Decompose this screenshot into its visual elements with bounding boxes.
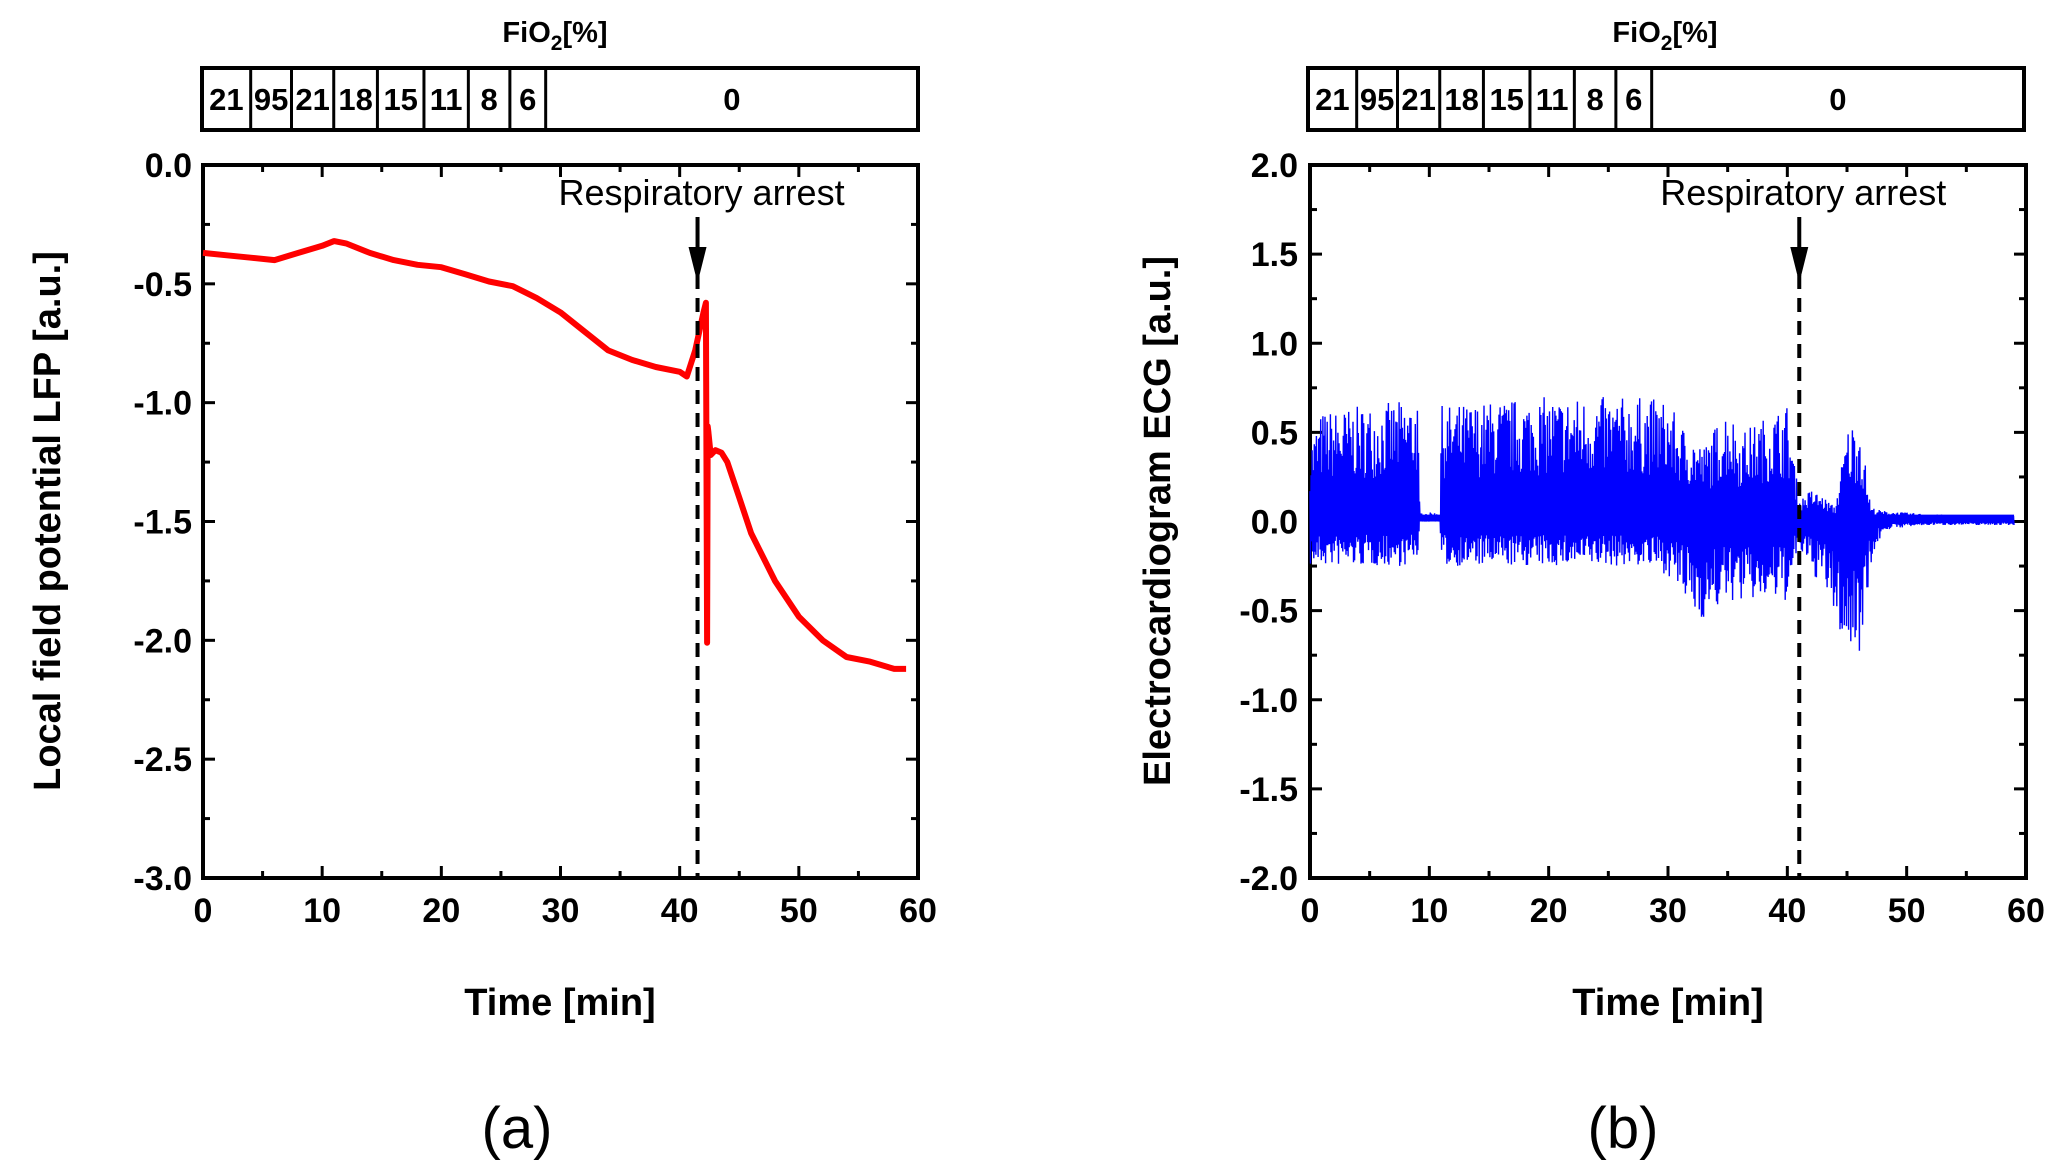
axis-ticks-a bbox=[201, 163, 920, 880]
x-tick-label: 20 bbox=[422, 892, 460, 930]
x-tick-label: 30 bbox=[542, 892, 580, 930]
y-tick-label: 1.5 bbox=[1251, 236, 1298, 274]
panel-caption-a: (a) bbox=[482, 1096, 553, 1161]
fio2-segment-label: 8 bbox=[1586, 82, 1603, 117]
y-axis-label-a: Local field potential LFP [a.u.] bbox=[27, 251, 69, 791]
fio2-segment-label: 95 bbox=[1360, 82, 1394, 117]
arrest-arrow-head bbox=[688, 247, 707, 283]
fio2-segment-label: 21 bbox=[1401, 82, 1435, 117]
fio2-segments-a: 21 95 21 18 15 11 8 6 0 bbox=[209, 68, 740, 130]
fio2-segment-label: 21 bbox=[295, 82, 329, 117]
fio2-segments-b: 21 95 21 18 15 11 8 6 0 bbox=[1315, 68, 1846, 130]
x-tick-label: 10 bbox=[1410, 892, 1448, 930]
fio2-segment-label: 95 bbox=[254, 82, 288, 117]
x-axis-label-b: Time [min] bbox=[1572, 982, 1763, 1024]
fio2-segment-label: 11 bbox=[430, 82, 463, 117]
plot-frame-a bbox=[201, 163, 920, 880]
fio2-segment-label: 6 bbox=[519, 82, 536, 117]
fio2-frame-b bbox=[1306, 66, 2026, 132]
y-tick-label: -1.0 bbox=[133, 385, 192, 423]
x-tick-label: 60 bbox=[899, 892, 937, 930]
panel-caption-b: (b) bbox=[1588, 1096, 1659, 1161]
fio2-segment-label: 21 bbox=[209, 82, 243, 117]
x-tick-label: 50 bbox=[1888, 892, 1926, 930]
x-tick-label: 40 bbox=[661, 892, 699, 930]
y-axis-label-b: Electrocardiogram ECG [a.u.] bbox=[1137, 256, 1179, 786]
panel-b: FiO2[%] 21 95 21 18 15 11 8 6 0 0 10 20 30 40 50 602.0… bbox=[1137, 17, 2045, 1161]
ecg-trace bbox=[1309, 397, 2015, 651]
y-tick-label: -3.0 bbox=[133, 860, 192, 898]
ecg-series bbox=[1309, 397, 2015, 651]
y-tick-label: 1.0 bbox=[1251, 325, 1298, 363]
fio2-segment-label: 6 bbox=[1625, 82, 1642, 117]
x-tick-label: 30 bbox=[1649, 892, 1687, 930]
fio2-segment-label: 18 bbox=[1444, 82, 1478, 117]
arrest-arrow-head bbox=[1790, 247, 1809, 283]
fio2-segment-label: 15 bbox=[383, 82, 417, 117]
respiratory-arrest-marker-b: Respiratory arrest bbox=[1660, 172, 1946, 878]
y-tick-label: 2.0 bbox=[1251, 147, 1298, 185]
x-tick-label: 50 bbox=[780, 892, 818, 930]
y-tick-label: 0.5 bbox=[1251, 414, 1298, 452]
fio2-segment-label: 15 bbox=[1489, 82, 1523, 117]
fio2-segment-label: 0 bbox=[723, 82, 740, 117]
fio2-segment-label: 0 bbox=[1829, 82, 1846, 117]
tick-labels-b: 0 10 20 30 40 50 60 2.0 1.5 1.0 0.5 0.0 -0.5 -1.0 -1.5… bbox=[1239, 147, 2045, 930]
y-tick-label: 0.0 bbox=[145, 147, 192, 185]
x-tick-label: 0 bbox=[194, 892, 213, 930]
y-tick-label: -1.5 bbox=[133, 504, 192, 542]
y-tick-label: 0.0 bbox=[1251, 504, 1298, 542]
fio2-bar-a: FiO2[%] 21 95 21 18 15 11 8 6 0 bbox=[200, 17, 920, 132]
y-tick-label: -1.5 bbox=[1239, 771, 1298, 809]
tick-labels-a: 0 10 20 30 40 50 60 0.0 -0.5 -1.0 -1.5 -2.0 -2.5 -3.0 bbox=[133, 147, 937, 930]
y-tick-label: -2.0 bbox=[1239, 860, 1298, 898]
fio2-segment-label: 8 bbox=[480, 82, 497, 117]
fio2-frame-a bbox=[200, 66, 920, 132]
lfp-line bbox=[202, 238, 907, 672]
arrest-label: Respiratory arrest bbox=[1660, 172, 1946, 213]
x-tick-label: 0 bbox=[1301, 892, 1320, 930]
fio2-bar-b: FiO2[%] 21 95 21 18 15 11 8 6 0 bbox=[1306, 17, 2026, 132]
axis-ticks-b bbox=[1308, 163, 2028, 880]
y-tick-label: -2.5 bbox=[133, 741, 192, 779]
x-tick-label: 10 bbox=[303, 892, 341, 930]
panel-a: FiO2[%] 21 95 21 18 15 11 8 6 0 0 10 20 30 40 50 600.0… bbox=[27, 17, 937, 1161]
x-tick-label: 60 bbox=[2007, 892, 2045, 930]
fio2-segment-label: 21 bbox=[1315, 82, 1349, 117]
arrest-label: Respiratory arrest bbox=[558, 172, 844, 213]
fio2-title-b: FiO2[%] bbox=[1612, 17, 1717, 55]
y-tick-label: -0.5 bbox=[133, 266, 192, 304]
fio2-segment-label: 11 bbox=[1536, 82, 1569, 117]
x-tick-label: 20 bbox=[1530, 892, 1568, 930]
x-tick-label: 40 bbox=[1768, 892, 1806, 930]
y-tick-label: -2.0 bbox=[133, 622, 192, 660]
fio2-title-a: FiO2[%] bbox=[502, 17, 607, 55]
fio2-segment-label: 18 bbox=[338, 82, 372, 117]
y-tick-label: -0.5 bbox=[1239, 593, 1298, 631]
respiratory-arrest-marker-a: Respiratory arrest bbox=[558, 172, 845, 878]
y-tick-label: -1.0 bbox=[1239, 682, 1298, 720]
lfp-series bbox=[202, 238, 907, 672]
x-axis-label-a: Time [min] bbox=[464, 982, 655, 1024]
